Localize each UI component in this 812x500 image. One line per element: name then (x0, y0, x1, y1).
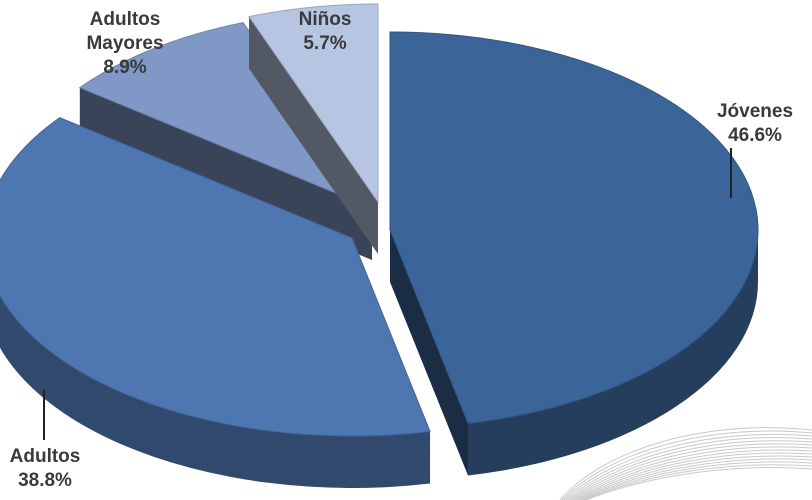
slice-jovenes (389, 31, 759, 476)
slice-ninos (248, 3, 379, 254)
label-ninos-value: 5.7% (303, 33, 347, 54)
decorative-arc-lines (559, 427, 812, 500)
label-adultos-mayores: Adultos Mayores 8.9% (70, 8, 180, 80)
label-ninos-name: Niños (298, 9, 352, 30)
leader-lines-layer (43, 148, 732, 440)
slices-layer (0, 3, 759, 488)
label-jovenes: Jóvenes 46.6% (700, 100, 810, 148)
label-adultos-value: 38.8% (18, 470, 72, 491)
label-adultos-name: Adultos (9, 446, 81, 467)
label-adultos-mayores-name-1: Adultos (89, 9, 161, 30)
slice-adultos (0, 117, 431, 488)
label-ninos: Niños 5.7% (280, 8, 370, 56)
label-jovenes-name: Jóvenes (716, 101, 794, 122)
label-jovenes-value: 46.6% (728, 125, 782, 146)
label-adultos-mayores-name-2: Mayores (86, 33, 164, 54)
label-adultos: Adultos 38.8% (0, 445, 90, 493)
label-adultos-mayores-value: 8.9% (103, 57, 147, 78)
